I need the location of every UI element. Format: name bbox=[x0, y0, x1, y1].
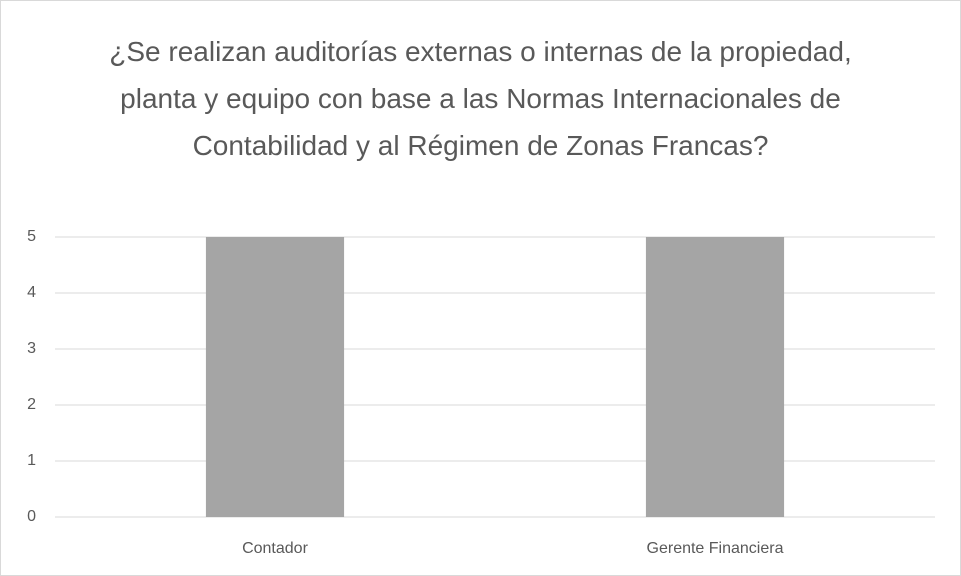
y-tick-label: 4 bbox=[27, 284, 36, 301]
bar bbox=[645, 237, 785, 517]
chart-title: ¿Se realizan auditorías externas o inter… bbox=[109, 36, 852, 161]
y-tick-label: 2 bbox=[27, 396, 36, 413]
y-tick-label: 0 bbox=[27, 508, 36, 525]
y-tick-label: 3 bbox=[27, 340, 36, 357]
y-tick-label: 1 bbox=[27, 452, 36, 469]
x-tick-label: Gerente Financiera bbox=[647, 540, 784, 557]
y-tick-label: 5 bbox=[27, 228, 36, 245]
x-tick-label: Contador bbox=[242, 540, 308, 557]
bar bbox=[205, 237, 345, 517]
